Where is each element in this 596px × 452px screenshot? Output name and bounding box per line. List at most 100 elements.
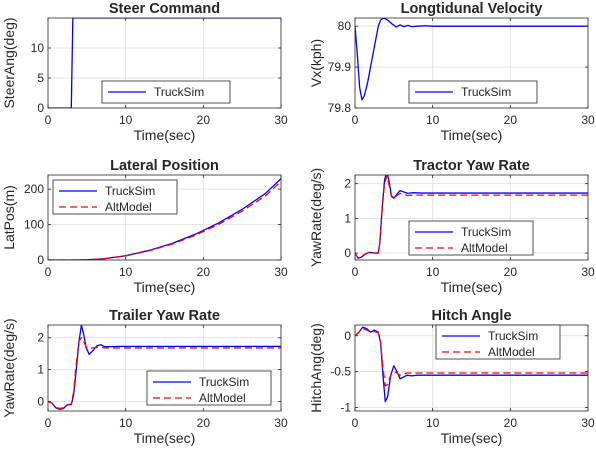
chart-tractor-yaw-rate-xtick-label: 30 — [581, 265, 595, 279]
chart-hitch-angle-xlabel: Time(sec) — [441, 430, 503, 446]
chart-lateral-position-xlabel: Time(sec) — [134, 279, 196, 295]
chart-longtidunal-velocity-series-trucksim — [355, 18, 588, 101]
chart-hitch-angle-series-trucksim — [355, 326, 588, 403]
chart-tractor-yaw-rate-legend: TruckSim AltModel — [408, 220, 534, 256]
chart-lateral-position-xtick-label: 0 — [45, 265, 52, 279]
chart-longtidunal-velocity-ytick-label: 80 — [338, 19, 352, 33]
chart-trailer-yaw-rate-xtick-label: 20 — [197, 416, 211, 430]
chart-steer-command-xtick-label: 30 — [274, 113, 288, 127]
chart-steer-command-xtick-label: 20 — [197, 113, 211, 127]
chart-longtidunal-velocity-legend: TruckSim — [408, 80, 538, 104]
chart-tractor-yaw-rate-axes-box — [354, 174, 589, 261]
chart-hitch-angle-title: Hitch Angle — [431, 308, 511, 324]
chart-longtidunal-velocity-xtick-label: 30 — [581, 113, 595, 127]
chart-lateral-position-legend-label-altmodel: AltModel — [105, 200, 152, 214]
chart-tractor-yaw-rate-xtick-label: 0 — [352, 265, 359, 279]
chart-lateral-position-ylabel: LatPos(m) — [1, 185, 17, 250]
chart-tractor-yaw-rate-series-altmodel — [355, 175, 588, 259]
chart-trailer-yaw-rate-legend-label-trucksim: TruckSim — [199, 375, 249, 389]
chart-steer-command-ylabel: SteerAng(deg) — [1, 17, 17, 108]
chart-hitch-angle-ytick-label: -1 — [340, 400, 351, 414]
chart-tractor-yaw-rate-ytick-label: 0 — [344, 246, 351, 260]
chart-hitch-angle-ylabel: HitchAng(deg) — [308, 323, 324, 413]
chart-lateral-position-title: Lateral Position — [110, 158, 219, 174]
chart-steer-command-xtick-label: 10 — [119, 113, 133, 127]
chart-trailer-yaw-rate-xtick-label: 0 — [45, 416, 52, 430]
chart-steer-command-title: Steer Command — [109, 1, 220, 17]
chart-trailer-yaw-rate-ytick-label: 0 — [37, 394, 44, 408]
chart-trailer-yaw-rate-ytick-label: 1 — [37, 363, 44, 377]
chart-steer-command-series-trucksim — [48, 18, 281, 108]
chart-trailer-yaw-rate-title: Trailer Yaw Rate — [109, 308, 220, 324]
chart-lateral-position-legend: TruckSim AltModel — [52, 179, 178, 215]
chart-longtidunal-velocity-ytick-label: 79.9 — [328, 60, 352, 74]
chart-tractor-yaw-rate: 0 10 20 30 0 1 2 Tractor Yaw Rate Time(sec) YawRa… — [308, 158, 595, 295]
chart-longtidunal-velocity: 0 10 20 30 79.8 79.9 80 Longtidunal Velocity Tim… — [308, 1, 595, 143]
chart-hitch-angle-series-altmodel — [355, 327, 588, 387]
chart-lateral-position-legend-label-trucksim: TruckSim — [105, 184, 155, 198]
chart-trailer-yaw-rate: 0 10 20 30 0 1 2 Trailer Yaw Rate Time(sec) YawRa… — [1, 308, 288, 446]
chart-trailer-yaw-rate-series-altmodel — [48, 337, 281, 410]
chart-longtidunal-velocity-title: Longtidunal Velocity — [401, 1, 543, 17]
chart-lateral-position-xtick-label: 20 — [197, 265, 211, 279]
chart-steer-command-legend-box — [101, 80, 231, 104]
chart-longtidunal-velocity-legend-label-trucksim: TruckSim — [461, 85, 511, 99]
chart-hitch-angle-legend-box — [435, 324, 561, 360]
chart-trailer-yaw-rate-legend: TruckSim AltModel — [146, 370, 272, 406]
chart-steer-command: 0 10 20 30 0 5 10 Steer Command Time(sec) SteerAn… — [1, 1, 288, 143]
chart-hitch-angle-legend: TruckSim AltModel — [435, 324, 561, 360]
chart-hitch-angle-xtick-label: 10 — [426, 416, 440, 430]
chart-steer-command-ytick-label: 0 — [37, 101, 44, 115]
chart-lateral-position-xtick-label: 10 — [119, 265, 133, 279]
chart-lateral-position-ytick-label: 200 — [24, 182, 44, 196]
chart-hitch-angle-legend-label-altmodel: AltModel — [488, 345, 535, 359]
chart-trailer-yaw-rate-xtick-label: 30 — [274, 416, 288, 430]
chart-trailer-yaw-rate-xlabel: Time(sec) — [134, 430, 196, 446]
chart-hitch-angle-legend-label-trucksim: TruckSim — [488, 329, 538, 343]
chart-longtidunal-velocity-ytick-label: 79.8 — [328, 101, 352, 115]
chart-trailer-yaw-rate-xtick-label: 10 — [119, 416, 133, 430]
chart-trailer-yaw-rate-axes-box — [47, 324, 282, 412]
chart-longtidunal-velocity-legend-box — [408, 80, 538, 104]
chart-steer-command-ytick-label: 5 — [37, 71, 44, 85]
chart-tractor-yaw-rate-ytick-label: 2 — [344, 177, 351, 191]
chart-longtidunal-velocity-ylabel: Vx(kph) — [308, 39, 324, 87]
chart-longtidunal-velocity-xtick-label: 10 — [426, 113, 440, 127]
chart-hitch-angle-xtick-label: 0 — [352, 416, 359, 430]
chart-tractor-yaw-rate-title: Tractor Yaw Rate — [413, 158, 530, 174]
chart-steer-command-axes-box — [47, 17, 282, 109]
chart-tractor-yaw-rate-xlabel: Time(sec) — [441, 279, 503, 295]
chart-tractor-yaw-rate-legend-label-trucksim: TruckSim — [461, 225, 511, 239]
chart-trailer-yaw-rate-ylabel: YawRate(deg/s) — [1, 318, 17, 417]
chart-hitch-angle-ytick-label: -0.5 — [330, 365, 351, 379]
chart-longtidunal-velocity-xtick-label: 20 — [504, 113, 518, 127]
chart-hitch-angle-xtick-label: 30 — [581, 416, 595, 430]
chart-lateral-position-axes-box — [47, 174, 282, 261]
chart-tractor-yaw-rate-ylabel: YawRate(deg/s) — [308, 168, 324, 267]
chart-steer-command-xlabel: Time(sec) — [134, 127, 196, 143]
chart-trailer-yaw-rate-legend-box — [146, 370, 272, 406]
chart-lateral-position-legend-box — [52, 179, 178, 215]
chart-trailer-yaw-rate-legend-label-altmodel: AltModel — [199, 391, 246, 405]
chart-lateral-position-xtick-label: 30 — [274, 265, 288, 279]
chart-hitch-angle-ytick-label: 0 — [344, 329, 351, 343]
chart-hitch-angle-xtick-label: 20 — [504, 416, 518, 430]
chart-lateral-position-ytick-label: 0 — [37, 253, 44, 267]
chart-tractor-yaw-rate-ytick-label: 1 — [344, 211, 351, 225]
chart-longtidunal-velocity-axes-box — [354, 17, 589, 109]
chart-hitch-angle: 0 10 20 30 -1 -0.5 0 Hitch Angle Time(sec) HitchA… — [308, 308, 595, 446]
chart-tractor-yaw-rate-xtick-label: 20 — [504, 265, 518, 279]
chart-trailer-yaw-rate-ytick-label: 2 — [37, 331, 44, 345]
chart-longtidunal-velocity-xtick-label: 0 — [352, 113, 359, 127]
chart-steer-command-ytick-label: 10 — [31, 41, 45, 55]
chart-tractor-yaw-rate-legend-box — [408, 220, 534, 256]
chart-steer-command-legend-label-trucksim: TruckSim — [154, 85, 204, 99]
chart-tractor-yaw-rate-legend-label-altmodel: AltModel — [461, 241, 508, 255]
chart-lateral-position-ytick-label: 100 — [24, 218, 44, 232]
chart-longtidunal-velocity-xlabel: Time(sec) — [441, 127, 503, 143]
chart-steer-command-legend: TruckSim — [101, 80, 231, 104]
chart-steer-command-xtick-label: 0 — [45, 113, 52, 127]
chart-lateral-position: 0 10 20 30 0 100 200 Lateral Position Time(sec) L… — [1, 158, 288, 295]
chart-tractor-yaw-rate-xtick-label: 10 — [426, 265, 440, 279]
